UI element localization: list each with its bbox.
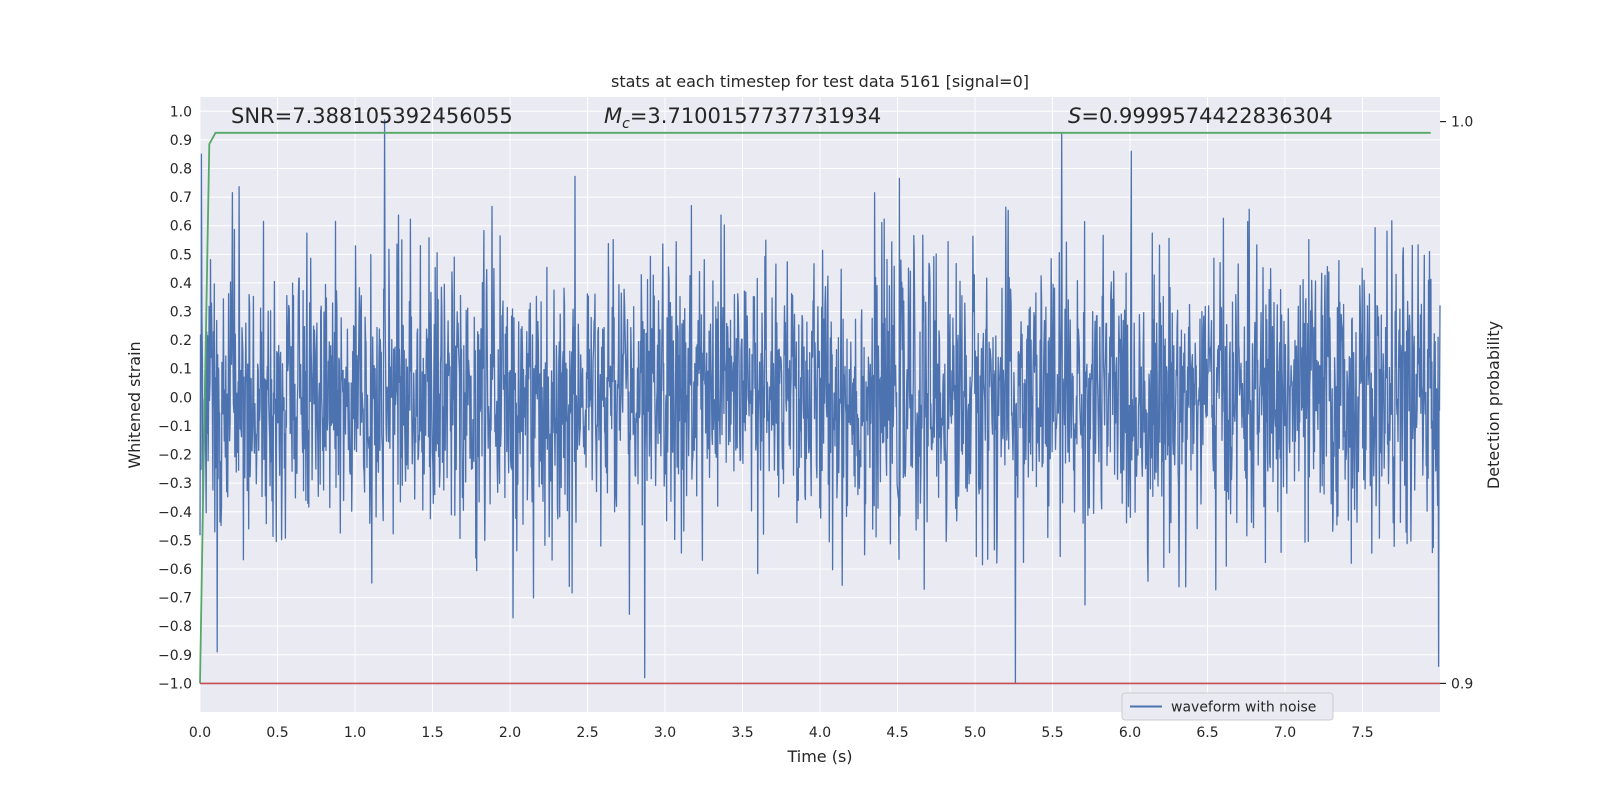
y-tick-label: −0.5 xyxy=(158,533,192,549)
y-tick-label: 0.9 xyxy=(170,133,192,149)
s-value: =0.9999574422836304 xyxy=(1081,104,1332,128)
y-tick-label: 0.7 xyxy=(170,190,192,206)
y-tick-label: 0.4 xyxy=(170,276,192,292)
y-tick-label: 1.0 xyxy=(170,104,192,120)
snr-annotation: SNR=7.388105392456055 xyxy=(231,104,513,128)
y-tick-label: −1.0 xyxy=(158,676,192,692)
y-tick-label: 0.1 xyxy=(170,362,192,378)
y2-axis-label: Detection probability xyxy=(1484,321,1503,489)
y-tick-label: 0.2 xyxy=(170,333,192,349)
y-tick-label: 0.5 xyxy=(170,247,192,263)
y-tick-label: 0.6 xyxy=(170,219,192,235)
y-tick-label: 0.8 xyxy=(170,162,192,178)
y2-axis: 1.0 0.9 xyxy=(1440,115,1473,693)
x-axis-label: Time (s) xyxy=(786,747,852,766)
y-tick-label: −0.6 xyxy=(158,562,192,578)
y-tick-label: −0.7 xyxy=(158,591,192,607)
x-tick-label: 5.0 xyxy=(964,725,986,741)
x-tick-label: 4.5 xyxy=(886,725,908,741)
mc-symbol: M xyxy=(604,104,622,128)
mc-annotation: Mc=3.7100157737731934 xyxy=(604,104,881,132)
y-tick-label: −0.2 xyxy=(158,448,192,464)
x-axis: 0.0 0.5 1.0 1.5 2.0 2.5 3.0 3.5 4.0 4.5 5.0 5.5 6.0 6… xyxy=(189,725,1374,741)
mc-value: =3.7100157737731934 xyxy=(630,104,881,128)
y-tick-label: −0.4 xyxy=(158,505,192,521)
y-tick-label: −0.3 xyxy=(158,476,192,492)
y-tick-label: −0.8 xyxy=(158,619,192,635)
s-annotation: S=0.9999574422836304 xyxy=(1068,104,1333,128)
x-tick-label: 6.5 xyxy=(1196,725,1218,741)
x-tick-label: 1.0 xyxy=(344,725,366,741)
x-tick-label: 0.5 xyxy=(266,725,288,741)
x-tick-label: 3.0 xyxy=(654,725,676,741)
x-tick-label: 1.5 xyxy=(421,725,443,741)
s-symbol: S xyxy=(1068,104,1081,128)
x-tick-label: 5.5 xyxy=(1041,725,1063,741)
legend-label: waveform with noise xyxy=(1171,700,1316,716)
x-tick-label: 4.0 xyxy=(809,725,831,741)
y-tick-label: −0.1 xyxy=(158,419,192,435)
y-axis-label: Whitened strain xyxy=(125,341,144,468)
legend: waveform with noise xyxy=(1122,693,1333,720)
y2-tick-label: 1.0 xyxy=(1451,115,1473,131)
chart-title: stats at each timestep for test data 516… xyxy=(611,72,1029,91)
x-tick-label: 2.0 xyxy=(499,725,521,741)
x-tick-label: 7.0 xyxy=(1274,725,1296,741)
y-tick-label: 0.0 xyxy=(170,390,192,406)
y-axis: 1.0 0.9 0.8 0.7 0.6 0.5 0.4 0.3 0.2 0.1 0.0 −0.1 −0.… xyxy=(158,104,192,692)
x-tick-label: 2.5 xyxy=(576,725,598,741)
y-tick-label: 0.3 xyxy=(170,305,192,321)
x-tick-label: 7.5 xyxy=(1351,725,1373,741)
y-tick-label: −0.9 xyxy=(158,648,192,664)
x-tick-label: 6.0 xyxy=(1119,725,1141,741)
x-tick-label: 3.5 xyxy=(731,725,753,741)
x-tick-label: 0.0 xyxy=(189,725,211,741)
y2-tick-label: 0.9 xyxy=(1451,676,1473,692)
